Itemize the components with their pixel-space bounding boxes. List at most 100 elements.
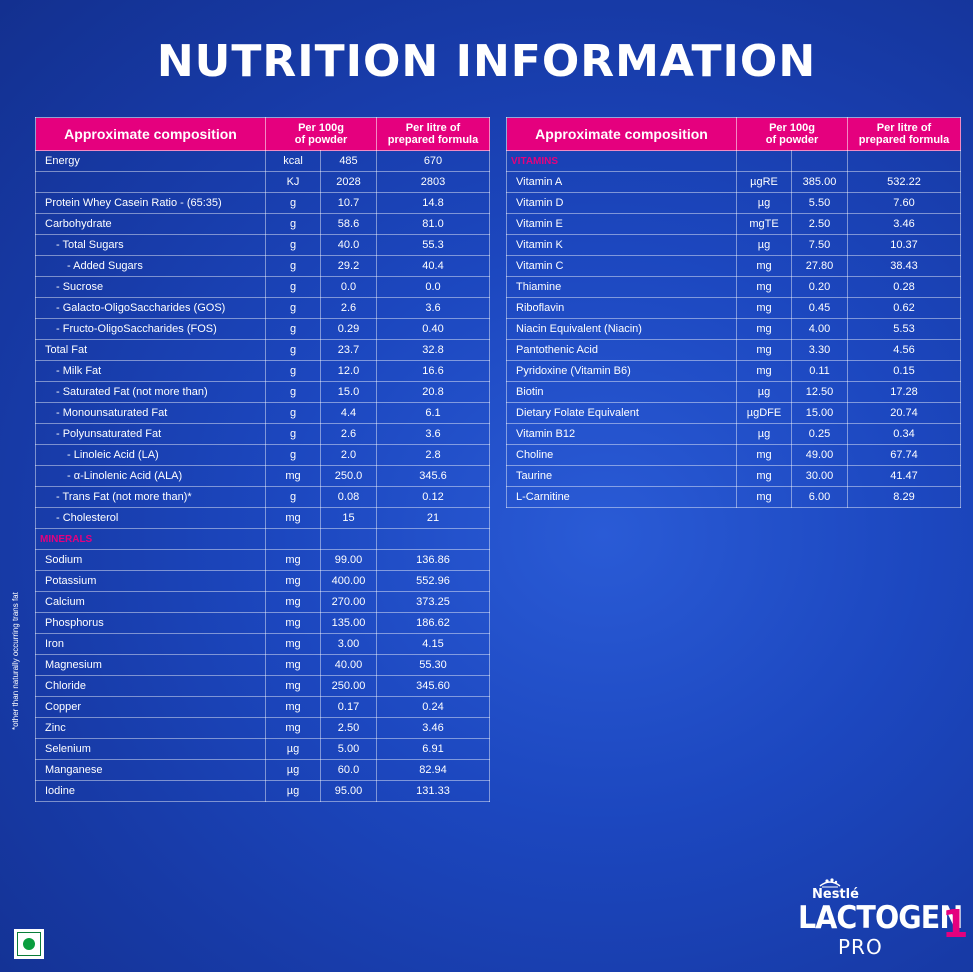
- header-per-litre-line1: Per litre of: [876, 122, 932, 134]
- nutrient-unit: mg: [736, 318, 792, 340]
- veg-symbol-border: [17, 932, 41, 956]
- table-row: Magnesium mg 40.00 55.30: [35, 654, 490, 676]
- value-per-100g: 15.0: [320, 381, 377, 403]
- nutrient-name: Thiamine: [506, 276, 737, 298]
- table-row: Dietary Folate Equivalent µgDFE 15.00 20.74: [506, 402, 961, 424]
- nutrient-unit: g: [265, 255, 321, 277]
- header-per-litre-line2: prepared formula: [387, 134, 479, 146]
- value-per-litre: 5.53: [847, 318, 961, 340]
- value-per-100g: 15.00: [791, 402, 848, 424]
- value-per-100g: 0.08: [320, 486, 377, 508]
- value-per-litre: 55.30: [376, 654, 490, 676]
- nutrient-unit: KJ: [265, 171, 321, 193]
- table-row: Copper mg 0.17 0.24: [35, 696, 490, 718]
- nutrient-name: Vitamin D: [506, 192, 737, 214]
- value-per-100g: 0.45: [791, 297, 848, 319]
- table-row: - Saturated Fat (not more than) g 15.0 20.8: [35, 381, 490, 403]
- nutrient-name: Copper: [35, 696, 266, 718]
- nutrient-unit: mg: [265, 549, 321, 571]
- nutrient-unit: mg: [736, 339, 792, 361]
- value-per-100g: 4.4: [320, 402, 377, 424]
- nutrient-unit: g: [265, 318, 321, 340]
- nutrient-name: - Polyunsaturated Fat: [35, 423, 266, 445]
- value-per-litre: 670: [376, 150, 490, 172]
- value-per-litre: 3.46: [847, 213, 961, 235]
- brand-maker: Nestlé: [812, 887, 859, 902]
- value-per-100g: 15: [320, 507, 377, 529]
- nutrient-unit: g: [265, 234, 321, 256]
- value-per-litre: 6.91: [376, 738, 490, 760]
- nest-icon: [819, 878, 841, 888]
- empty-cell: [376, 528, 490, 550]
- nutrient-unit: mg: [736, 297, 792, 319]
- value-per-100g: 0.29: [320, 318, 377, 340]
- table-row: Zinc mg 2.50 3.46: [35, 717, 490, 739]
- value-per-litre: 38.43: [847, 255, 961, 277]
- empty-cell: [736, 150, 792, 172]
- brand-stage: 1: [942, 902, 969, 946]
- table-row: Pantothenic Acid mg 3.30 4.56: [506, 339, 961, 361]
- nutrient-unit: mg: [736, 486, 792, 508]
- table-row: Vitamin B12 µg 0.25 0.34: [506, 423, 961, 445]
- value-per-100g: 2.0: [320, 444, 377, 466]
- value-per-100g: 30.00: [791, 465, 848, 487]
- nutrient-unit: mg: [265, 696, 321, 718]
- nutrient-name: Total Fat: [35, 339, 266, 361]
- table-row: Protein Whey Casein Ratio - (65:35) g 10.7…: [35, 192, 490, 214]
- header-per-litre-line2: prepared formula: [858, 134, 950, 146]
- value-per-litre: 6.1: [376, 402, 490, 424]
- nutrient-unit: g: [265, 360, 321, 382]
- value-per-100g: 6.00: [791, 486, 848, 508]
- nutrient-name: Sodium: [35, 549, 266, 571]
- nutrient-name: Chloride: [35, 675, 266, 697]
- empty-cell: [320, 528, 377, 550]
- value-per-litre: 3.6: [376, 297, 490, 319]
- value-per-100g: 0.20: [791, 276, 848, 298]
- nutrient-name: Phosphorus: [35, 612, 266, 634]
- nutrient-unit: g: [265, 339, 321, 361]
- header-per-litre-line1: Per litre of: [405, 122, 461, 134]
- value-per-100g: 270.00: [320, 591, 377, 613]
- nutrient-unit: mg: [265, 675, 321, 697]
- nutrient-name: - Linoleic Acid (LA): [35, 444, 266, 466]
- veg-symbol-dot: [23, 938, 35, 950]
- value-per-litre: 0.28: [847, 276, 961, 298]
- nutrient-name: Dietary Folate Equivalent: [506, 402, 737, 424]
- value-per-100g: 0.25: [791, 423, 848, 445]
- nutrient-name: Calcium: [35, 591, 266, 613]
- table-row: - Trans Fat (not more than)* g 0.08 0.12: [35, 486, 490, 508]
- header-per-litre: Per litre of prepared formula: [376, 117, 490, 151]
- nutrient-unit: mg: [265, 654, 321, 676]
- value-per-litre: 7.60: [847, 192, 961, 214]
- table-row: Pyridoxine (Vitamin B6) mg 0.11 0.15: [506, 360, 961, 382]
- value-per-100g: 40.0: [320, 234, 377, 256]
- nutrient-name: Taurine: [506, 465, 737, 487]
- nutrient-name: - α-Linolenic Acid (ALA): [35, 465, 266, 487]
- value-per-100g: 3.00: [320, 633, 377, 655]
- value-per-litre: 0.40: [376, 318, 490, 340]
- nutrient-unit: g: [265, 423, 321, 445]
- value-per-100g: 27.80: [791, 255, 848, 277]
- nutrient-name: Niacin Equivalent (Niacin): [506, 318, 737, 340]
- value-per-litre: 8.29: [847, 486, 961, 508]
- nutrient-name: Protein Whey Casein Ratio - (65:35): [35, 192, 266, 214]
- value-per-litre: 4.56: [847, 339, 961, 361]
- section-row: VITAMINS: [506, 150, 961, 172]
- value-per-litre: 3.6: [376, 423, 490, 445]
- nutrient-name: Vitamin C: [506, 255, 737, 277]
- value-per-litre: 0.24: [376, 696, 490, 718]
- nutrient-unit: mg: [265, 465, 321, 487]
- value-per-litre: 21: [376, 507, 490, 529]
- empty-cell: [847, 150, 961, 172]
- table-row: Potassium mg 400.00 552.96: [35, 570, 490, 592]
- table-row: L-Carnitine mg 6.00 8.29: [506, 486, 961, 508]
- page-title: NUTRITION INFORMATION: [156, 36, 817, 87]
- nutrient-unit: mgTE: [736, 213, 792, 235]
- nutrient-unit: µg: [736, 234, 792, 256]
- table-row: - Polyunsaturated Fat g 2.6 3.6: [35, 423, 490, 445]
- nutrient-unit: g: [265, 192, 321, 214]
- table-row: Selenium µg 5.00 6.91: [35, 738, 490, 760]
